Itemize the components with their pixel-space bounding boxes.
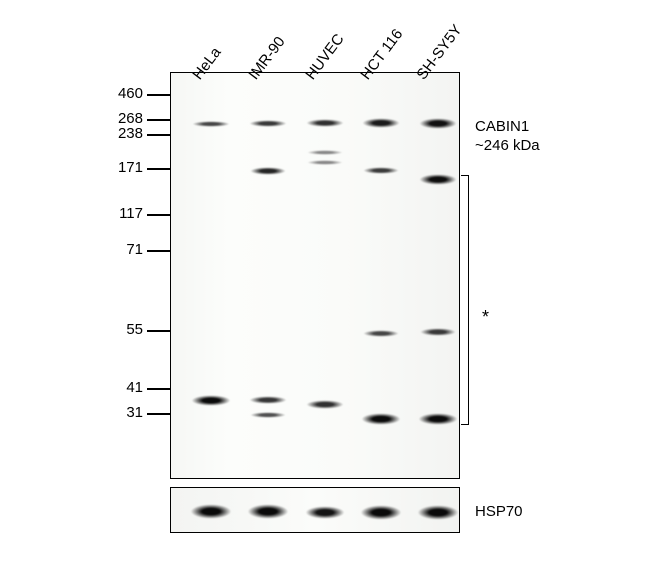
band [189, 395, 233, 406]
band [360, 118, 402, 128]
marker-label: 41 [126, 379, 143, 396]
band [304, 400, 346, 409]
band [304, 119, 346, 127]
band [245, 504, 291, 519]
band [417, 174, 459, 185]
marker-tick [147, 119, 170, 121]
band [303, 506, 347, 519]
marker-label: 117 [119, 205, 143, 222]
marker-label: 460 [118, 85, 143, 102]
marker-tick [147, 94, 170, 96]
band [415, 505, 461, 520]
band [361, 167, 401, 174]
marker-tick [147, 330, 170, 332]
nonspecific-bracket [468, 175, 469, 425]
marker-tick [147, 168, 170, 170]
band [417, 118, 459, 129]
figure-container: HeLaIMR-90HUVECHCT 116SH-SY5Y 4602682381… [0, 0, 650, 566]
band [305, 160, 345, 165]
marker-tick [147, 134, 170, 136]
band [358, 505, 404, 520]
marker-label: 171 [118, 159, 143, 176]
band [361, 330, 401, 337]
marker-tick [147, 214, 170, 216]
marker-tick [147, 388, 170, 390]
band [247, 396, 289, 404]
band [188, 504, 234, 519]
marker-label: 55 [126, 321, 143, 338]
marker-label: 71 [126, 241, 143, 258]
band [247, 120, 289, 127]
band [418, 328, 458, 336]
band [416, 413, 460, 425]
band [248, 167, 288, 175]
marker-tick [147, 413, 170, 415]
side-label: CABIN1 [475, 118, 529, 135]
band [305, 150, 345, 155]
marker-tick [147, 250, 170, 252]
band [248, 412, 288, 418]
side-label: HSP70 [475, 503, 523, 520]
side-label: ~246 kDa [475, 137, 540, 154]
band [359, 413, 403, 425]
asterisk-mark: * [482, 307, 489, 328]
marker-label: 31 [126, 404, 143, 421]
band [190, 121, 232, 127]
marker-label: 238 [118, 125, 143, 142]
